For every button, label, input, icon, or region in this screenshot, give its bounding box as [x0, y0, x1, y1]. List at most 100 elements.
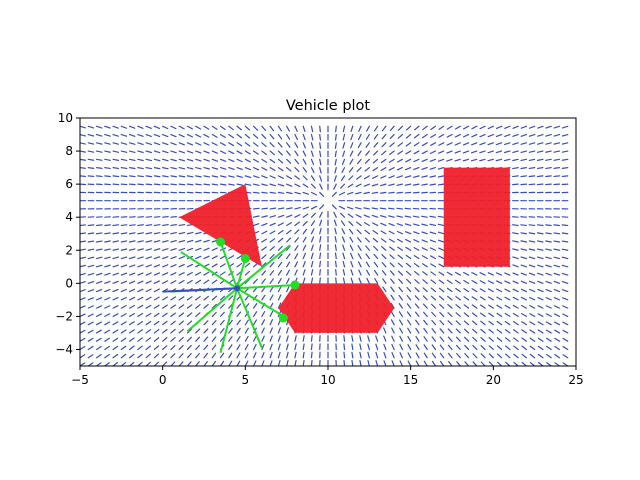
field-arrow: [129, 240, 136, 243]
field-arrow: [512, 321, 519, 326]
field-arrow: [129, 296, 136, 301]
field-arrow: [294, 150, 299, 157]
field-arrow: [104, 142, 111, 145]
field-arrow: [529, 337, 536, 342]
field-arrow: [495, 272, 503, 276]
field-arrow: [277, 327, 281, 334]
field-arrow: [488, 320, 494, 326]
field-arrow: [310, 277, 314, 284]
field-arrow: [319, 260, 322, 268]
field-arrow: [310, 125, 314, 133]
field-arrow: [162, 175, 169, 178]
field-arrow: [463, 328, 470, 334]
field-arrow: [383, 343, 387, 351]
field-arrow: [319, 244, 322, 251]
field-arrow: [153, 248, 161, 251]
field-arrow: [302, 213, 309, 218]
field-arrow: [286, 277, 290, 284]
field-arrow: [203, 271, 210, 276]
field-arrow: [186, 150, 194, 154]
field-arrow: [479, 296, 486, 301]
field-arrow: [446, 158, 453, 162]
field-arrow: [471, 280, 478, 284]
field-arrow: [496, 304, 503, 309]
field-arrow: [438, 287, 445, 293]
field-arrow: [120, 296, 127, 301]
field-arrow: [380, 238, 387, 243]
field-arrow: [561, 175, 569, 178]
field-arrow: [472, 328, 478, 334]
field-arrow: [145, 150, 153, 154]
field-arrow: [95, 133, 103, 137]
field-arrow: [120, 361, 127, 366]
field-arrow: [512, 240, 519, 243]
field-arrow: [253, 352, 257, 359]
field-arrow: [439, 344, 445, 351]
field-arrow: [277, 245, 283, 251]
field-arrow: [310, 150, 314, 157]
field-arrow: [120, 158, 128, 162]
field-arrow: [236, 327, 241, 334]
field-arrow: [439, 311, 445, 317]
sensor-ray: [219, 288, 239, 354]
field-arrow: [145, 125, 152, 129]
field-arrow: [383, 335, 387, 342]
field-arrow: [396, 223, 403, 227]
field-arrow: [528, 280, 536, 284]
field-arrow: [422, 133, 428, 139]
field-arrow: [162, 216, 169, 218]
field-arrow: [537, 313, 544, 317]
field-arrow: [236, 319, 241, 326]
field-arrow: [512, 232, 519, 235]
field-arrow: [358, 125, 362, 132]
field-arrow: [390, 286, 395, 293]
field-arrow: [505, 345, 511, 351]
field-arrow: [261, 286, 266, 293]
field-arrow: [367, 335, 370, 342]
field-arrow: [487, 288, 494, 293]
field-arrow: [471, 142, 478, 146]
field-arrow: [269, 319, 274, 326]
field-arrow: [120, 256, 128, 260]
field-arrow: [351, 343, 354, 351]
field-arrow: [244, 295, 250, 301]
field-arrow: [277, 133, 283, 140]
field-arrow: [423, 319, 428, 326]
field-arrow: [112, 175, 120, 178]
field-arrow: [414, 295, 420, 301]
field-arrow: [145, 361, 151, 366]
field-arrow: [397, 125, 403, 131]
field-arrow: [87, 264, 95, 268]
field-arrow: [512, 288, 519, 293]
field-arrow: [211, 311, 217, 317]
field-arrow: [390, 319, 395, 326]
field-arrow: [211, 352, 217, 359]
field-arrow: [495, 158, 503, 162]
field-arrow: [553, 264, 561, 268]
field-arrow: [521, 337, 528, 342]
field-arrow: [561, 248, 569, 251]
field-arrow: [178, 167, 186, 170]
field-arrow: [536, 167, 544, 170]
field-arrow: [80, 337, 86, 342]
field-arrow: [261, 238, 268, 243]
field-arrow: [355, 214, 362, 218]
field-arrow: [521, 361, 528, 366]
field-arrow: [505, 361, 511, 366]
field-arrow: [405, 270, 412, 276]
field-arrow: [310, 359, 313, 366]
field-arrow: [244, 352, 249, 359]
field-arrow: [80, 362, 86, 366]
field-arrow: [504, 304, 511, 309]
sensor-ray: [236, 258, 247, 289]
field-arrow: [333, 183, 337, 190]
field-arrow: [472, 344, 478, 351]
field-arrow: [269, 310, 274, 317]
field-arrow: [261, 133, 267, 140]
field-arrow: [422, 303, 428, 309]
field-arrow: [463, 288, 470, 293]
field-arrow: [464, 344, 470, 351]
field-arrow: [178, 223, 186, 227]
field-arrow: [310, 175, 316, 182]
